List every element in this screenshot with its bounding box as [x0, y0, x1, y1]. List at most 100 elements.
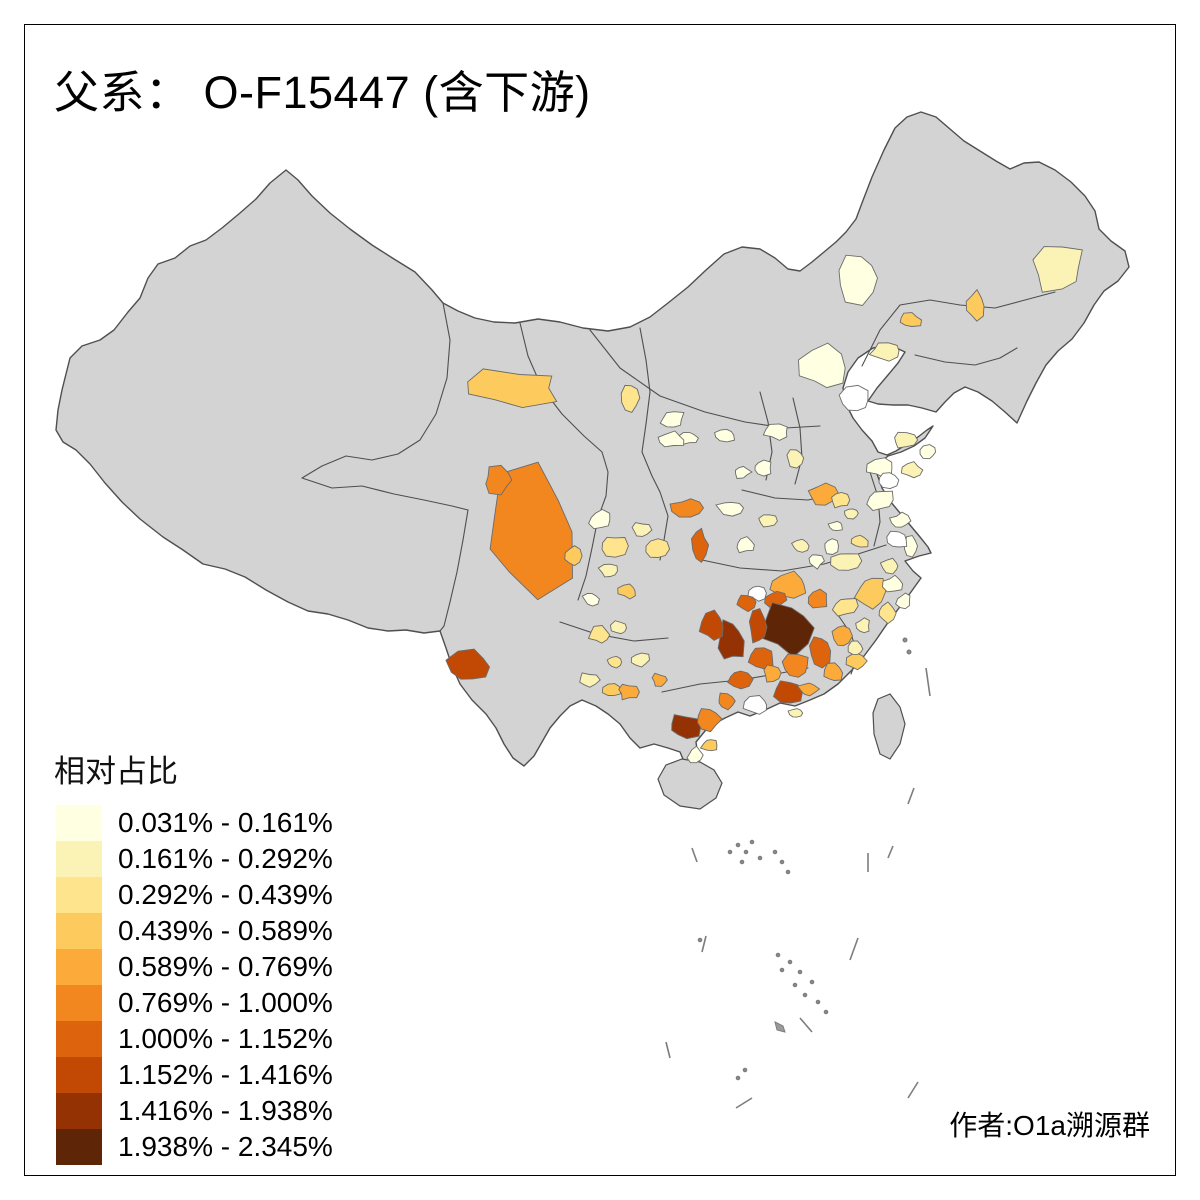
map-region	[698, 609, 724, 641]
legend-label: 0.439% - 0.589%	[118, 915, 333, 946]
map-region	[631, 522, 653, 537]
map-region	[807, 588, 828, 609]
map-region	[762, 423, 788, 441]
map-region	[697, 708, 723, 733]
map-region	[717, 619, 745, 660]
map-region	[886, 530, 908, 548]
legend-label: 1.416% - 1.938%	[118, 1095, 333, 1126]
map-region	[620, 384, 641, 413]
map-region	[714, 428, 736, 443]
map-region	[645, 538, 671, 558]
map-region	[651, 672, 668, 687]
legend-swatch	[56, 1021, 102, 1057]
legend-row: 1.416% - 1.938%	[56, 1093, 333, 1129]
map-region	[844, 508, 859, 520]
map-region	[597, 563, 618, 578]
hainan-island	[657, 758, 723, 810]
map-region	[772, 680, 803, 704]
map-region	[899, 312, 922, 327]
map-region	[564, 545, 583, 567]
map-region	[758, 514, 778, 528]
legend-label: 0.769% - 1.000%	[118, 987, 333, 1018]
legend-row: 0.589% - 0.769%	[56, 949, 333, 985]
legend-label: 0.161% - 0.292%	[118, 843, 333, 874]
map-region	[659, 411, 685, 428]
map-region	[581, 593, 600, 607]
map-region	[671, 714, 702, 740]
legend-title: 相对占比	[54, 754, 178, 789]
map-region	[830, 553, 863, 571]
map-region	[1032, 246, 1083, 293]
map-region	[610, 620, 627, 635]
map-region	[691, 527, 710, 564]
map-region	[467, 368, 558, 409]
map-region	[796, 682, 821, 697]
map-region	[827, 520, 843, 532]
map-region	[900, 461, 924, 479]
legend-label: 0.292% - 0.439%	[118, 879, 333, 910]
map-region	[727, 670, 754, 690]
map-region	[809, 636, 832, 669]
map-region	[787, 708, 804, 718]
map-region	[669, 498, 705, 518]
map-region	[617, 583, 636, 600]
map-region	[715, 501, 745, 517]
map-region	[790, 538, 810, 553]
map-region	[866, 490, 894, 511]
map-region	[879, 557, 899, 575]
map-region	[601, 536, 629, 558]
sea-marks	[665, 637, 931, 1109]
legend-swatch	[56, 913, 102, 949]
map-region	[831, 598, 859, 617]
legend-label: 1.000% - 1.152%	[118, 1023, 333, 1054]
map-region	[894, 431, 919, 449]
map-region	[845, 652, 868, 671]
map-title: 父系： O-F15447 (含下游)	[54, 67, 591, 118]
legend-row: 1.152% - 1.416%	[56, 1057, 333, 1093]
map-region	[853, 577, 887, 610]
map-region	[838, 384, 869, 412]
map-region	[882, 574, 904, 593]
map-region	[485, 464, 513, 496]
map-region	[888, 511, 912, 528]
map-region	[798, 342, 846, 389]
map-region	[781, 653, 809, 678]
map-region	[807, 482, 840, 506]
map-region	[736, 594, 757, 613]
map-region	[754, 459, 772, 477]
map-region	[808, 554, 825, 570]
legend-swatch	[56, 1129, 102, 1165]
legend-row: 0.769% - 1.000%	[56, 985, 333, 1021]
legend-swatch	[56, 877, 102, 913]
legend-rows: 0.031% - 0.161% 0.161% - 0.292% 0.292% - 0…	[56, 805, 333, 1165]
map-region	[718, 692, 736, 711]
map-region	[736, 536, 755, 554]
map-region	[823, 662, 844, 681]
attribution: 作者:O1a溯源群	[949, 1110, 1150, 1141]
map-region	[588, 508, 611, 530]
map-region	[919, 444, 937, 460]
legend-label: 1.152% - 1.416%	[118, 1059, 333, 1090]
legend-row: 0.031% - 0.161%	[56, 805, 333, 841]
map-region	[824, 538, 839, 555]
legend-swatch	[56, 805, 102, 841]
map-region	[657, 430, 685, 448]
legend-row: 1.938% - 2.345%	[56, 1129, 333, 1165]
map-region	[847, 640, 864, 656]
map-region	[895, 592, 911, 610]
legend-label: 0.589% - 0.769%	[118, 951, 333, 982]
map-region	[831, 492, 851, 509]
map-region	[786, 449, 805, 469]
map-region	[489, 461, 573, 601]
taiwan-island	[872, 693, 906, 760]
map-region	[742, 695, 768, 715]
map-region	[735, 465, 753, 479]
map-region	[748, 608, 768, 644]
map-region	[606, 655, 623, 669]
map-region	[965, 288, 985, 322]
map-region	[630, 652, 650, 668]
map-region	[445, 648, 491, 680]
map-region	[699, 739, 718, 752]
